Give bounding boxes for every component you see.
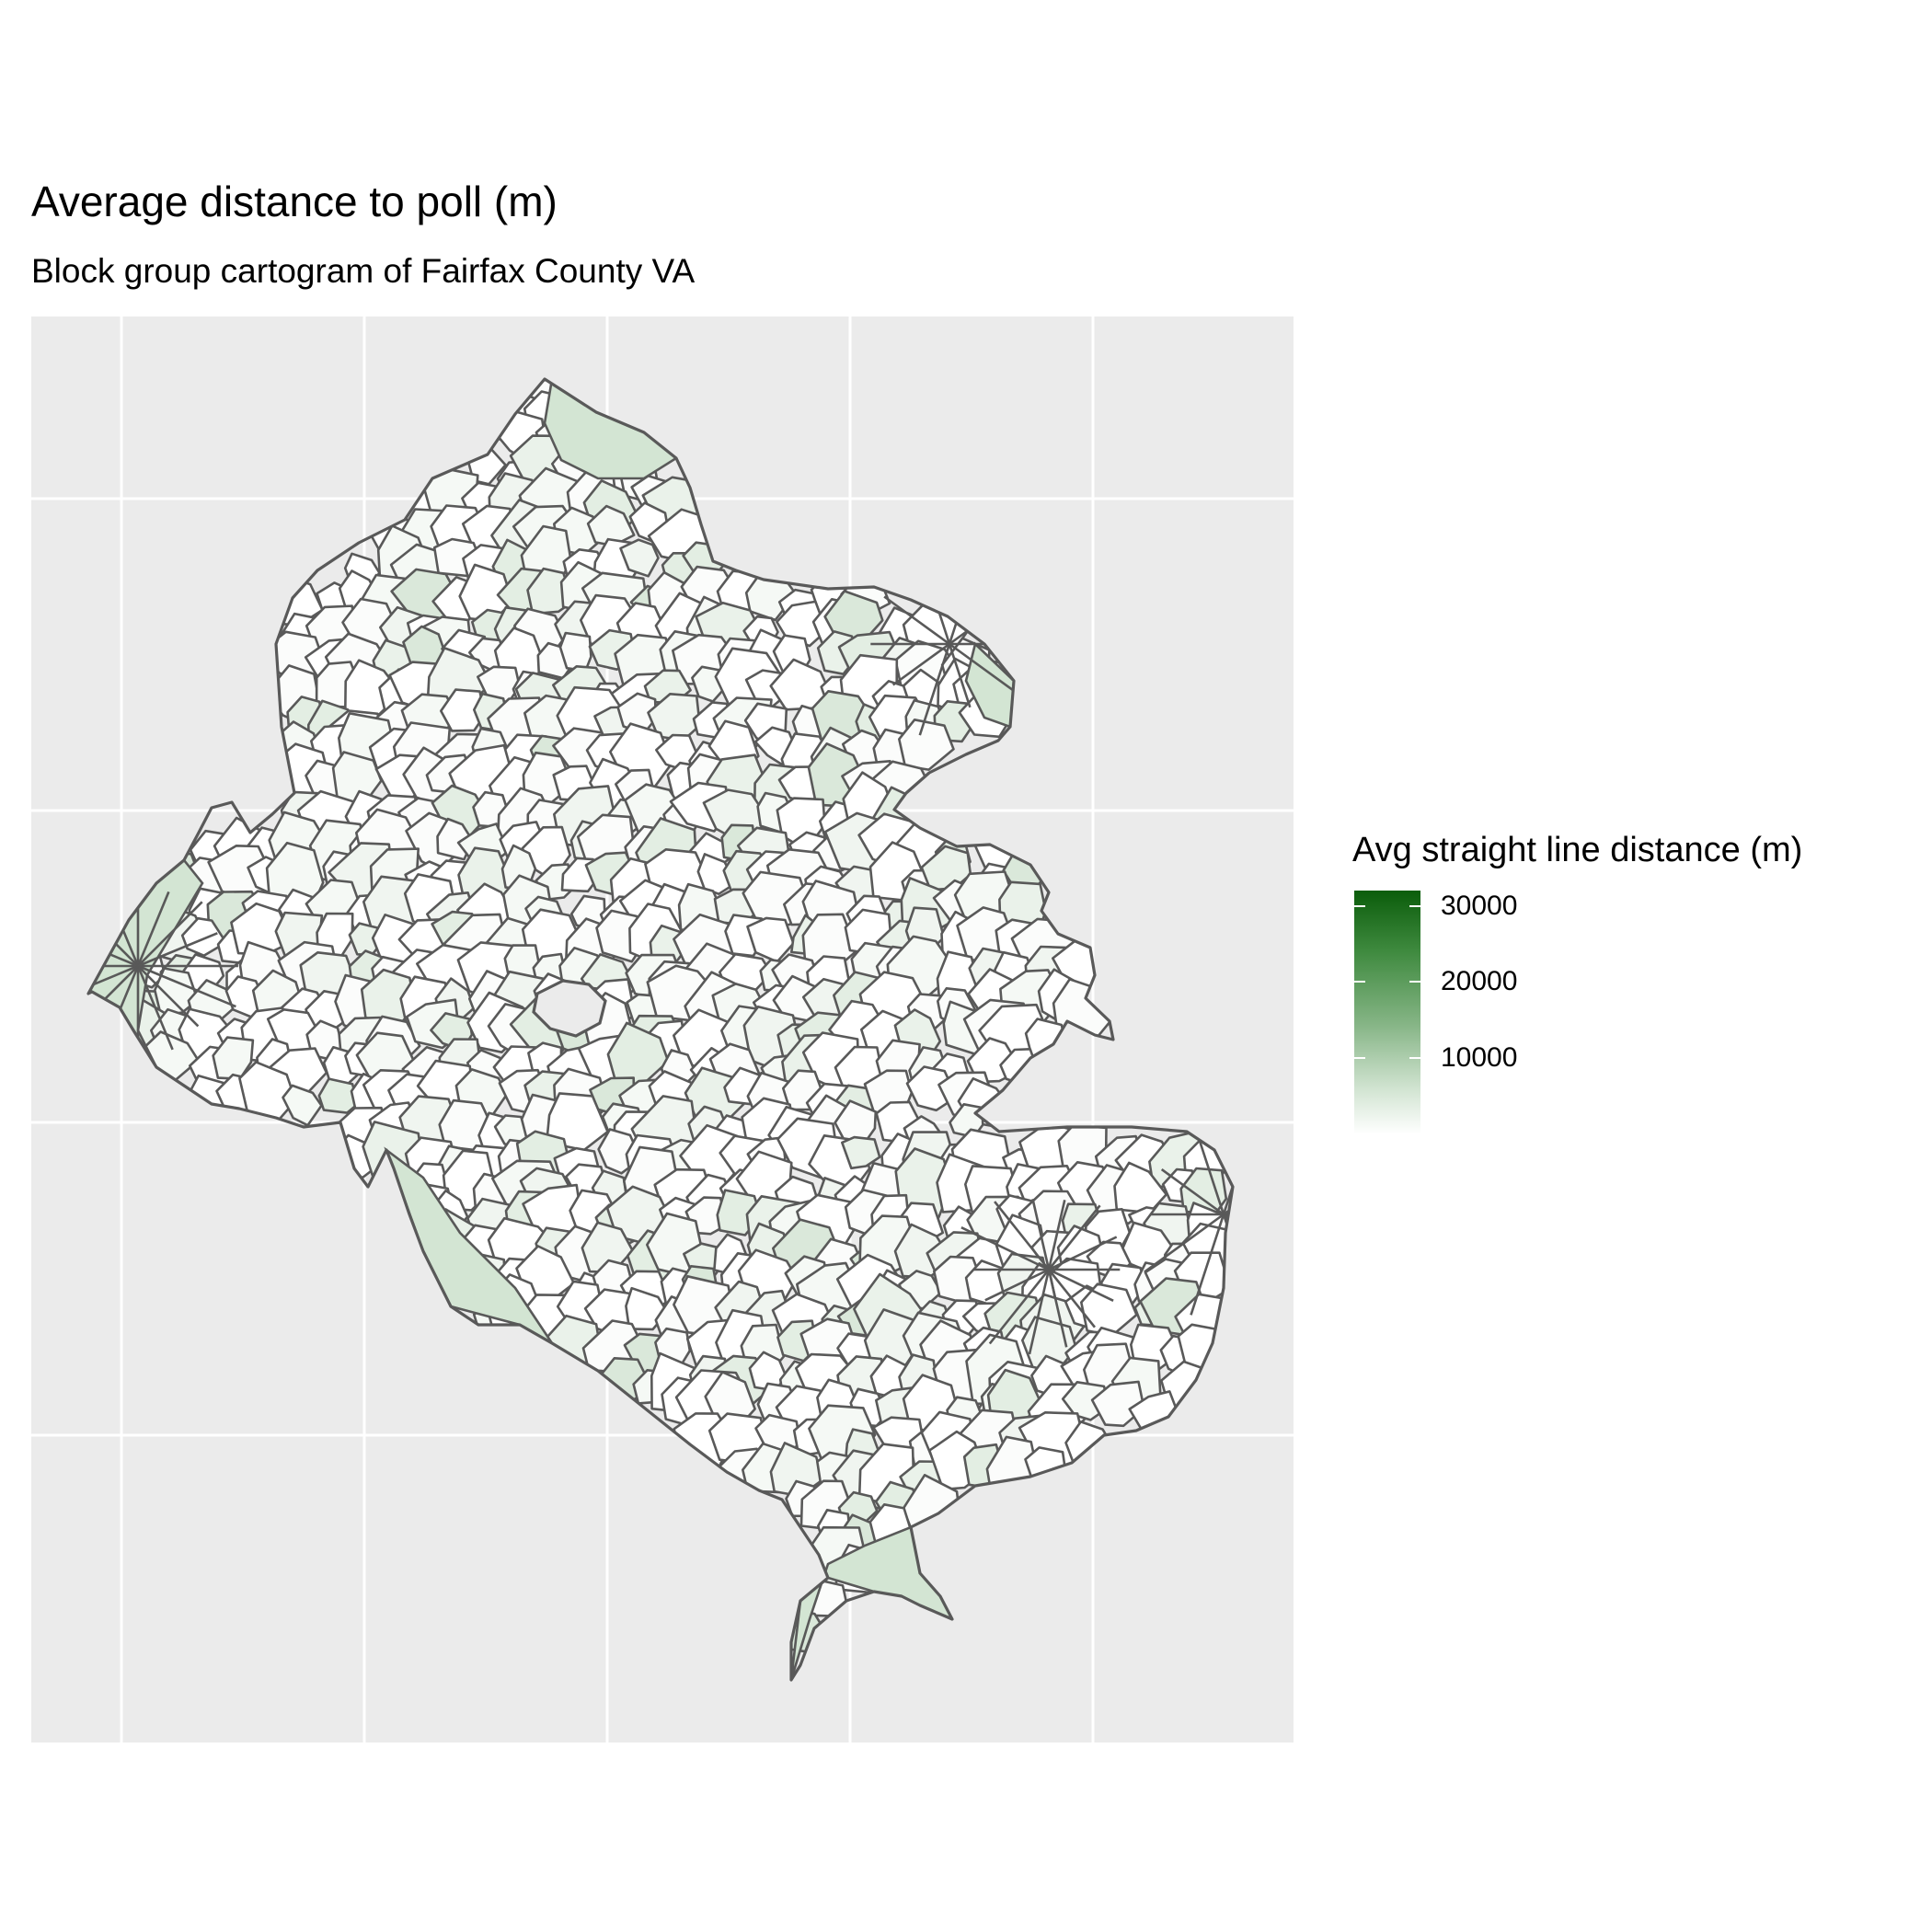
block-group (696, 853, 738, 896)
block-group (180, 916, 227, 957)
block-group-boundary (137, 932, 218, 968)
block-group (776, 600, 828, 648)
block-group (897, 718, 955, 771)
block-group (439, 688, 487, 732)
legend-tick (1354, 981, 1420, 983)
block-group-boundary (918, 643, 951, 736)
legend-tick-label: 30000 (1441, 890, 1518, 921)
block-group-boundary (1047, 1204, 1101, 1271)
block-group-boundary (1028, 1269, 1051, 1355)
block-group-boundary (137, 964, 236, 1008)
block-group-boundary (136, 965, 174, 1051)
county-hole (532, 979, 607, 1038)
block-group-boundary (891, 642, 950, 686)
block-group-boundary (1160, 1168, 1225, 1216)
legend-tick-label: 20000 (1441, 966, 1518, 997)
legend-tick-label: 10000 (1441, 1042, 1518, 1074)
block-group-boundary (1144, 1213, 1225, 1273)
page-title: Average distance to poll (m) (31, 178, 558, 225)
block-group-boundary (137, 965, 200, 1028)
block-group-layer (88, 379, 1233, 1680)
block-group (905, 1065, 958, 1112)
block-group (619, 538, 660, 578)
block-group (154, 967, 200, 1017)
block-group-boundary (1047, 1200, 1066, 1271)
block-group (840, 1135, 881, 1170)
block-group-boundary (1048, 1236, 1118, 1271)
block-group-boundary (1047, 1269, 1068, 1348)
block-group-boundary (1047, 1269, 1097, 1328)
block-group-boundary (994, 1201, 1051, 1271)
legend-tick (1354, 904, 1420, 907)
legend-colorbar (1354, 891, 1420, 1134)
block-group-boundary (1031, 1198, 1051, 1271)
block-group (1090, 1380, 1145, 1428)
block-group-boundary (137, 901, 203, 967)
block-group-boundary (88, 964, 139, 994)
block-group-boundary (948, 643, 972, 708)
legend-tick (1354, 1057, 1420, 1060)
legend: Avg straight line distance (m) 30000 2000… (1352, 833, 1923, 1237)
block-group (317, 1077, 360, 1114)
block-group-boundary (1048, 1268, 1114, 1302)
block-group-boundary (883, 595, 950, 646)
block-group-boundary (1222, 1130, 1233, 1215)
block-group-boundary (960, 1226, 1050, 1271)
block-group-boundary (1190, 1213, 1225, 1316)
block-group-boundary (988, 1269, 1051, 1345)
block-group-boundary (984, 1268, 1050, 1302)
block-group (558, 631, 592, 673)
legend-title: Avg straight line distance (m) (1352, 831, 1803, 869)
block-group-boundary (136, 891, 170, 967)
page-subtitle: Block group cartogram of Fairfax County … (31, 252, 696, 290)
block-group-boundary (1199, 1141, 1225, 1215)
county-outline (86, 377, 1235, 1682)
